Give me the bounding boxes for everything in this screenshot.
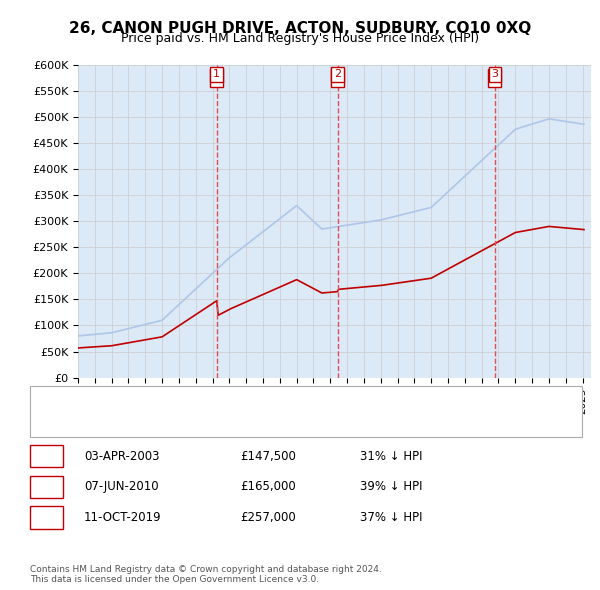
Text: Contains HM Land Registry data © Crown copyright and database right 2024.: Contains HM Land Registry data © Crown c… xyxy=(30,565,382,574)
Text: £165,000: £165,000 xyxy=(240,480,296,493)
Text: 3: 3 xyxy=(43,511,50,524)
Text: 11-OCT-2019: 11-OCT-2019 xyxy=(84,511,161,524)
Text: £147,500: £147,500 xyxy=(240,450,296,463)
Text: 26, CANON PUGH DRIVE, ACTON, SUDBURY, CO10 0XQ: 26, CANON PUGH DRIVE, ACTON, SUDBURY, CO… xyxy=(69,21,531,35)
Text: 1: 1 xyxy=(213,71,221,84)
Text: 1: 1 xyxy=(43,450,50,463)
Text: Price paid vs. HM Land Registry's House Price Index (HPI): Price paid vs. HM Land Registry's House … xyxy=(121,32,479,45)
Text: 1: 1 xyxy=(213,69,220,79)
Text: 2: 2 xyxy=(43,480,50,493)
Text: 07-JUN-2010: 07-JUN-2010 xyxy=(84,480,158,493)
Text: 31% ↓ HPI: 31% ↓ HPI xyxy=(360,450,422,463)
Text: 3: 3 xyxy=(491,69,498,79)
Text: 37% ↓ HPI: 37% ↓ HPI xyxy=(360,511,422,524)
Text: 26, CANON PUGH DRIVE, ACTON, SUDBURY, CO10 0XQ (detached house): 26, CANON PUGH DRIVE, ACTON, SUDBURY, CO… xyxy=(78,396,479,407)
Text: 39% ↓ HPI: 39% ↓ HPI xyxy=(360,480,422,493)
Text: This data is licensed under the Open Government Licence v3.0.: This data is licensed under the Open Gov… xyxy=(30,575,319,584)
Text: 03-APR-2003: 03-APR-2003 xyxy=(84,450,160,463)
Text: 2: 2 xyxy=(334,69,341,79)
Text: 2: 2 xyxy=(334,71,341,84)
Text: HPI: Average price, detached house, Babergh: HPI: Average price, detached house, Babe… xyxy=(78,419,326,429)
Text: £257,000: £257,000 xyxy=(240,511,296,524)
Text: 3: 3 xyxy=(491,71,499,84)
